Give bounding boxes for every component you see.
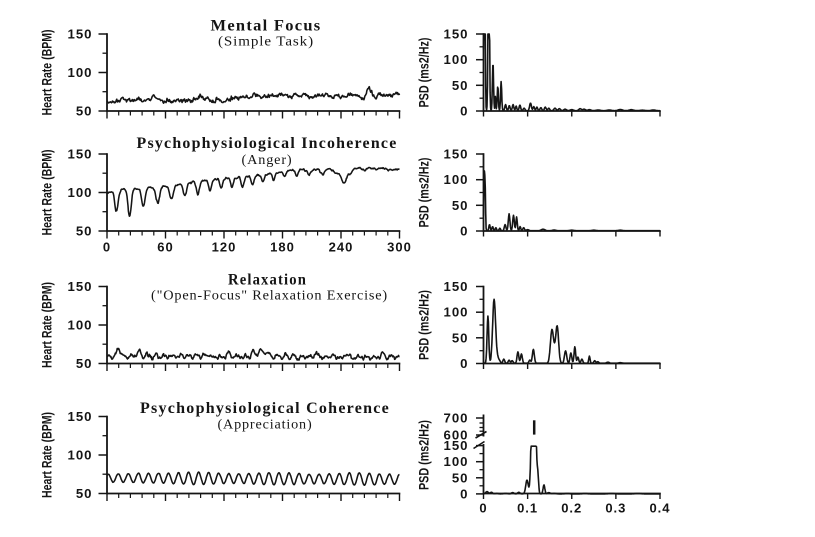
- svg-text:0.2: 0.2: [561, 501, 582, 516]
- svg-text:100: 100: [443, 454, 468, 469]
- svg-text:0.3: 0.3: [605, 501, 626, 516]
- svg-text:0: 0: [460, 486, 468, 501]
- svg-text:Heart Rate (BPM): Heart Rate (BPM): [40, 282, 55, 368]
- svg-text:240: 240: [329, 240, 354, 255]
- svg-text:150: 150: [443, 279, 468, 294]
- svg-text:(Simple Task): (Simple Task): [218, 34, 314, 49]
- svg-text:50: 50: [76, 224, 93, 239]
- svg-text:50: 50: [452, 198, 469, 213]
- svg-text:100: 100: [67, 318, 92, 333]
- svg-text:700: 700: [443, 411, 468, 426]
- svg-text:(Appreciation): (Appreciation): [218, 417, 313, 432]
- svg-text:180: 180: [270, 240, 295, 255]
- svg-text:600: 600: [443, 428, 468, 443]
- svg-text:Mental Focus: Mental Focus: [211, 18, 322, 35]
- svg-text:Heart Rate (BPM): Heart Rate (BPM): [40, 412, 55, 498]
- svg-text:0.1: 0.1: [517, 501, 538, 516]
- svg-text:150: 150: [67, 27, 92, 42]
- svg-text:("Open-Focus" Relaxation Exerc: ("Open-Focus" Relaxation Exercise): [151, 289, 388, 304]
- svg-text:150: 150: [67, 147, 92, 162]
- svg-text:Psychophysiological Coherence: Psychophysiological Coherence: [140, 400, 390, 417]
- svg-text:Relaxation: Relaxation: [228, 272, 307, 289]
- svg-text:Heart Rate (BPM): Heart Rate (BPM): [40, 150, 55, 236]
- svg-text:150: 150: [443, 27, 468, 42]
- svg-text:100: 100: [443, 305, 468, 320]
- svg-text:0: 0: [460, 104, 468, 119]
- svg-text:300: 300: [387, 240, 412, 255]
- svg-text:PSD (ms2/Hz): PSD (ms2/Hz): [416, 158, 431, 228]
- svg-text:50: 50: [76, 104, 93, 119]
- svg-text:0: 0: [479, 501, 487, 516]
- svg-text:100: 100: [443, 172, 468, 187]
- svg-text:50: 50: [452, 470, 469, 485]
- svg-text:50: 50: [452, 330, 469, 345]
- svg-text:PSD (ms2/Hz): PSD (ms2/Hz): [416, 38, 431, 108]
- svg-text:0.4: 0.4: [649, 501, 670, 516]
- svg-text:0: 0: [103, 240, 111, 255]
- svg-text:Heart Rate (BPM): Heart Rate (BPM): [40, 30, 55, 116]
- svg-text:0: 0: [460, 224, 468, 239]
- svg-text:50: 50: [76, 486, 93, 501]
- svg-text:120: 120: [212, 240, 237, 255]
- svg-text:150: 150: [443, 147, 468, 162]
- svg-text:150: 150: [443, 438, 468, 453]
- svg-text:100: 100: [67, 65, 92, 80]
- svg-text:(Anger): (Anger): [242, 152, 293, 167]
- svg-text:100: 100: [443, 52, 468, 67]
- svg-text:100: 100: [67, 448, 92, 463]
- svg-text:50: 50: [452, 78, 469, 93]
- svg-text:150: 150: [67, 409, 92, 424]
- svg-text:50: 50: [76, 356, 93, 371]
- svg-text:PSD (ms2/Hz): PSD (ms2/Hz): [416, 290, 431, 360]
- svg-text:Psychophysiological Incoherenc: Psychophysiological Incoherence: [137, 135, 398, 152]
- svg-text:0: 0: [460, 356, 468, 371]
- svg-text:60: 60: [157, 240, 173, 255]
- svg-text:PSD (ms2/Hz): PSD (ms2/Hz): [416, 420, 431, 490]
- svg-text:150: 150: [67, 279, 92, 294]
- svg-text:100: 100: [67, 185, 92, 200]
